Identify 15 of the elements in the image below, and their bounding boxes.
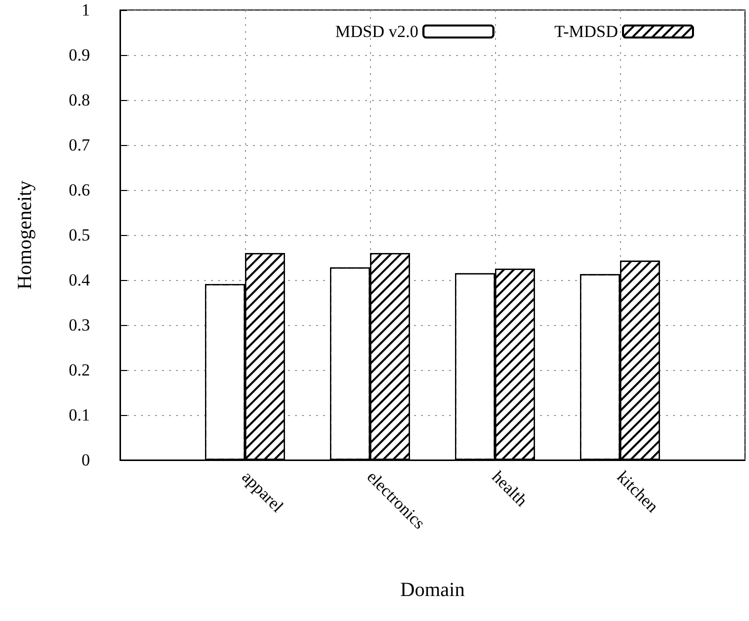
y-tick-label: 0.8: [68, 90, 90, 110]
y-tick-label: 0.3: [68, 316, 90, 334]
y-axis-title: Homogeneity: [14, 180, 36, 290]
y-tick-label: 0.1: [68, 406, 90, 424]
y-tick-label: 0.5: [68, 226, 90, 244]
y-tick-label: 0.2: [68, 360, 90, 380]
y-tick-label: 0.6: [68, 180, 90, 200]
legend-label: T-MDSD: [554, 22, 618, 41]
y-tick-label: 0.7: [68, 136, 90, 154]
y-tick-label: 1: [82, 0, 90, 20]
legend-label: MDSD v2.0: [335, 22, 418, 41]
y-tick-label: 0.9: [68, 46, 90, 64]
y-tick-label: 0: [82, 450, 90, 470]
y-tick-label: 0.4: [68, 270, 90, 290]
x-axis-title: Domain: [400, 579, 465, 601]
